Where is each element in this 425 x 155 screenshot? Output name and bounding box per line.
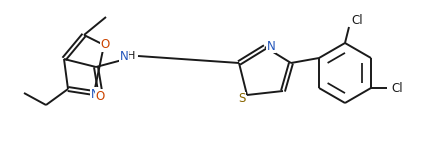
- Text: S: S: [238, 93, 246, 106]
- Text: N: N: [91, 88, 99, 100]
- Text: H: H: [127, 51, 135, 61]
- Text: N: N: [266, 40, 275, 53]
- Text: Cl: Cl: [351, 15, 363, 27]
- Text: N: N: [119, 49, 128, 62]
- Text: O: O: [100, 38, 110, 51]
- Text: Cl: Cl: [391, 82, 403, 95]
- Text: O: O: [95, 89, 105, 102]
